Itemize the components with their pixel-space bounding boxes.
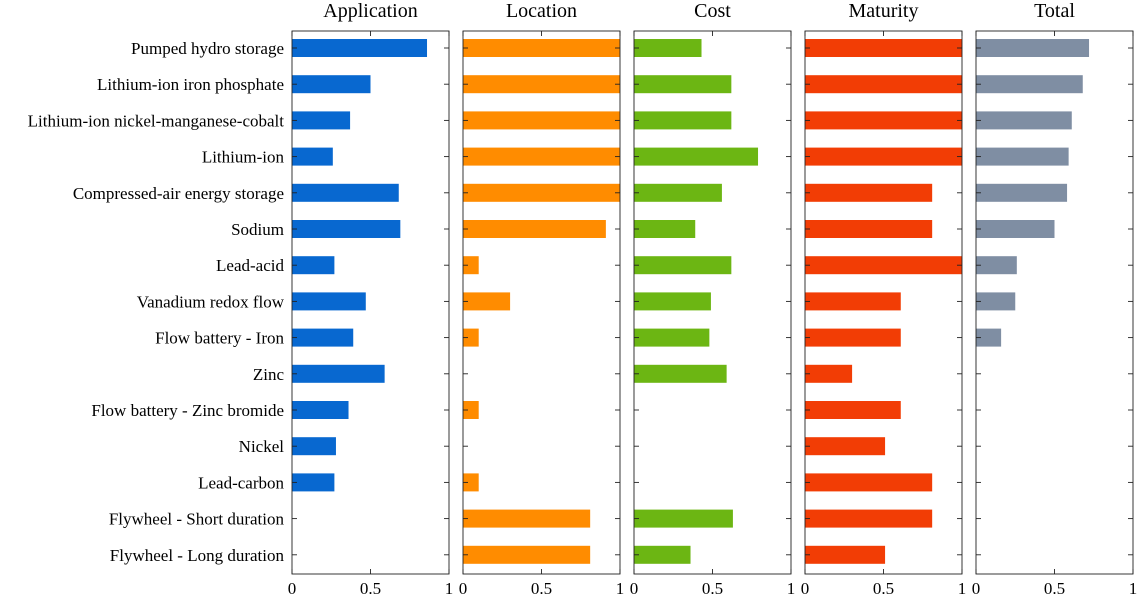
- bar: [292, 147, 333, 166]
- bar: [292, 328, 354, 347]
- category-label: Lithium-ion nickel-manganese-cobalt: [28, 111, 285, 130]
- bar: [292, 401, 349, 419]
- x-tick-label: 0: [630, 579, 639, 598]
- category-label: Compressed-air energy storage: [73, 184, 284, 203]
- category-label: Lithium-ion iron phosphate: [97, 75, 284, 94]
- bar: [634, 111, 732, 130]
- category-label: Flow battery - Iron: [155, 329, 284, 348]
- x-tick-label: 0: [288, 579, 297, 598]
- x-tick-label: 1: [1129, 579, 1138, 598]
- bar: [805, 509, 933, 528]
- bar: [463, 75, 620, 94]
- bar: [463, 220, 606, 238]
- category-label: Lead-carbon: [198, 473, 284, 492]
- bar: [292, 364, 385, 383]
- bar: [634, 292, 711, 311]
- x-tick-label: 0: [972, 579, 981, 598]
- bar: [805, 401, 901, 419]
- x-tick-label: 1: [616, 579, 625, 598]
- bar: [976, 111, 1072, 130]
- panel-title: Maturity: [849, 0, 919, 22]
- bar: [805, 111, 962, 130]
- bar: [976, 75, 1083, 94]
- bar: [805, 183, 933, 202]
- bar: [463, 111, 620, 130]
- bar: [976, 292, 1016, 311]
- bar: [463, 147, 620, 166]
- panel-title: Total: [1034, 0, 1075, 22]
- bar: [463, 39, 620, 57]
- bar: [634, 220, 696, 238]
- bar: [805, 220, 933, 238]
- bar: [634, 183, 722, 202]
- bar: [292, 111, 351, 130]
- category-label: Vanadium redox flow: [137, 292, 285, 311]
- bar: [634, 509, 733, 528]
- bar: [805, 147, 962, 166]
- x-tick-label: 1: [958, 579, 967, 598]
- category-label: Flywheel - Short duration: [109, 510, 285, 529]
- bar: [463, 509, 591, 528]
- bar: [292, 256, 335, 275]
- category-label: Flow battery - Zinc bromide: [91, 401, 284, 420]
- bar: [463, 401, 479, 419]
- x-tick-label: 0: [459, 579, 468, 598]
- bar: [976, 220, 1055, 238]
- bar: [976, 183, 1068, 202]
- bar: [805, 39, 962, 57]
- bar: [292, 183, 399, 202]
- panel-title: Cost: [694, 0, 731, 22]
- x-tick-label: 0: [801, 579, 810, 598]
- bar: [292, 292, 366, 311]
- category-label: Sodium: [231, 220, 284, 239]
- x-tick-label: 0.5: [702, 579, 723, 598]
- x-tick-label: 0.5: [531, 579, 552, 598]
- bar: [634, 256, 732, 275]
- bar: [805, 437, 886, 456]
- bar: [805, 364, 853, 383]
- category-label: Nickel: [239, 437, 285, 456]
- bar: [976, 256, 1017, 275]
- bar: [463, 545, 591, 564]
- bar: [634, 328, 710, 347]
- bar: [805, 75, 962, 94]
- bar: [634, 545, 691, 564]
- x-tick-label: 1: [787, 579, 796, 598]
- panel-title: Application: [323, 0, 417, 22]
- bar: [463, 473, 479, 492]
- bar: [805, 473, 933, 492]
- bar: [292, 75, 371, 94]
- bar: [292, 437, 336, 456]
- x-tick-label: 0.5: [873, 579, 894, 598]
- bar: [463, 183, 620, 202]
- bar: [634, 147, 759, 166]
- bar: [463, 292, 511, 311]
- panel-title: Location: [506, 0, 577, 22]
- category-label: Pumped hydro storage: [131, 39, 284, 58]
- bar: [463, 256, 479, 275]
- x-tick-label: 0.5: [360, 579, 381, 598]
- x-tick-label: 0.5: [1044, 579, 1065, 598]
- bar: [292, 473, 335, 492]
- bar: [976, 328, 1002, 347]
- category-label: Flywheel - Long duration: [110, 546, 285, 565]
- x-tick-label: 1: [445, 579, 454, 598]
- bar: [463, 328, 479, 347]
- category-label: Lithium-ion: [202, 148, 285, 167]
- category-label: Lead-acid: [216, 256, 284, 275]
- category-label: Zinc: [253, 365, 285, 384]
- bar: [976, 147, 1069, 166]
- bar: [634, 364, 727, 383]
- bar: [976, 39, 1090, 57]
- bar: [805, 256, 962, 275]
- bar: [634, 75, 732, 94]
- bar: [805, 545, 886, 564]
- bar: [805, 328, 901, 347]
- bar: [292, 220, 401, 238]
- bar: [634, 39, 702, 57]
- bar: [292, 39, 428, 57]
- bar: [805, 292, 901, 311]
